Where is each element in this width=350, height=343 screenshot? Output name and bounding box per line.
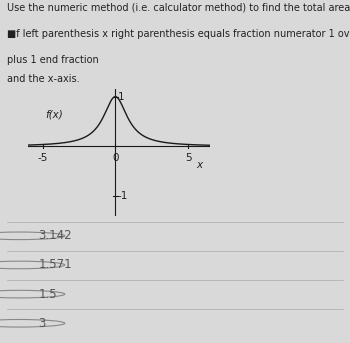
Text: -5: -5: [37, 153, 48, 163]
Text: -1: -1: [118, 191, 128, 201]
Text: plus 1 end fraction: plus 1 end fraction: [7, 55, 99, 65]
Text: and the x-axis.: and the x-axis.: [7, 74, 80, 84]
Text: 1: 1: [118, 92, 125, 102]
Text: ■f left parenthesis x right parenthesis equals fraction numerator 1 over denomin: ■f left parenthesis x right parenthesis …: [7, 29, 350, 39]
Text: 3.142: 3.142: [38, 229, 72, 242]
Text: 3: 3: [38, 317, 46, 330]
Text: f(x): f(x): [46, 109, 63, 119]
Text: 5: 5: [185, 153, 191, 163]
Text: 1.5: 1.5: [38, 288, 57, 300]
Text: 1.571: 1.571: [38, 259, 72, 271]
Text: 0: 0: [112, 153, 119, 163]
Text: Use the numeric method (i.e. calculator method) to find the total area trapped b: Use the numeric method (i.e. calculator …: [7, 3, 350, 13]
Text: x: x: [197, 160, 203, 170]
